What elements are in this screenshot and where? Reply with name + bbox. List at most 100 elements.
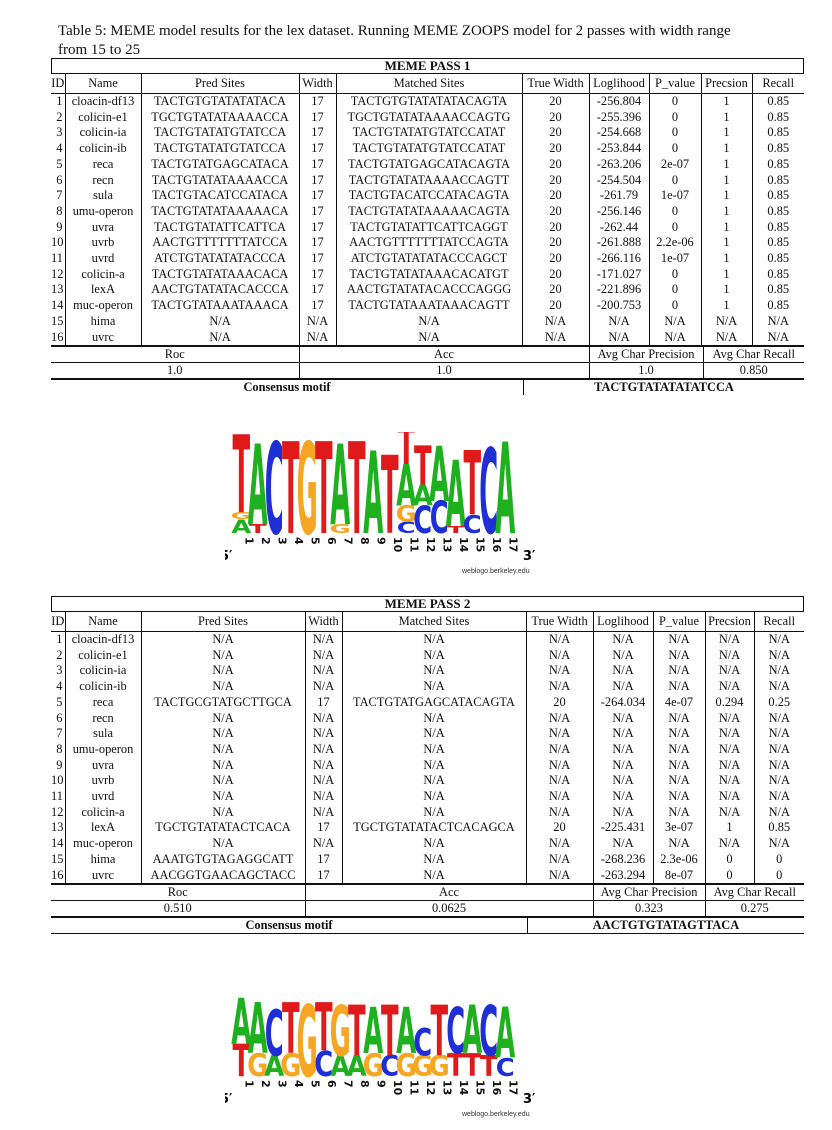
cell-width: 17: [298, 235, 336, 252]
table-row: 1 cloacin-df13 N/A N/A N/A N/A N/A N/A N/A N/A: [51, 631, 804, 648]
cell-recall: 0.85: [751, 188, 804, 204]
cell-true-width: 20: [521, 141, 589, 157]
cell-p-value: N/A: [652, 773, 705, 790]
column-header-p-value: P_value: [652, 611, 705, 632]
cell-width: 17: [298, 219, 336, 236]
cell-id: 8: [56, 741, 63, 756]
cell-pred-sites: TACTGTATATGTATCCA: [140, 141, 299, 157]
logo-letter-A: A: [413, 480, 433, 512]
cell-loglihood: -200.753: [588, 298, 649, 314]
cell-name: reca: [64, 156, 141, 173]
column-header-pred-sites: Pred Sites: [140, 611, 305, 632]
cell-name: colicin-ib: [64, 679, 141, 695]
cell-p-value: 2.3e-06: [652, 851, 705, 868]
cell-precision: 0.294: [704, 694, 754, 711]
cell-width: N/A: [304, 663, 342, 680]
cell-id: 10: [51, 773, 64, 788]
cell-recall: N/A: [753, 773, 804, 790]
cell-true-width: 20: [521, 188, 589, 204]
logo-three-prime: 3′: [523, 549, 536, 564]
logo-letter-T: T: [430, 992, 448, 1073]
cell-id: 13: [51, 282, 64, 297]
cell-id: 12: [51, 266, 64, 281]
cell-p-value: 3e-07: [652, 820, 705, 837]
cell-true-width: N/A: [525, 679, 593, 695]
cell-name: lexA: [64, 820, 141, 837]
logo-position-label: 11: [407, 1080, 420, 1095]
column-header-loglihood: Loglihood: [588, 73, 649, 94]
logo-letter-T: T: [348, 432, 366, 563]
cell-name: uvrd: [64, 789, 141, 805]
cell-p-value: N/A: [652, 679, 705, 695]
cell-p-value: N/A: [652, 836, 705, 852]
table-row: 8 umu-operon N/A N/A N/A N/A N/A N/A N/A N/A: [51, 741, 804, 758]
table-row: 3 colicin-ia N/A N/A N/A N/A N/A N/A N/A N/A: [51, 663, 804, 680]
logo-letter-T: T: [232, 1034, 250, 1087]
cell-loglihood: -263.294: [592, 867, 653, 885]
cell-loglihood: N/A: [592, 726, 653, 742]
cell-width: 17: [298, 251, 336, 267]
cell-name: uvrd: [64, 251, 141, 267]
cell-p-value: N/A: [652, 710, 705, 727]
table-row: 10 uvrb N/A N/A N/A N/A N/A N/A N/A N/A: [51, 773, 804, 790]
pass1-consensus-motif: TACTGTATATATATCCA: [594, 380, 734, 395]
cell-width: 17: [298, 125, 336, 142]
cell-precision: N/A: [704, 741, 754, 758]
logo-letter-A: A: [231, 986, 251, 1059]
summary-value: 1.0: [298, 362, 590, 380]
logo-position-label: 9: [374, 1080, 387, 1088]
table-row: 13 lexA TGCTGTATATACTCACA 17 TGCTGTATATACTCA…: [51, 820, 804, 837]
cell-id: 4: [56, 141, 63, 156]
table-row: 7 sula TACTGTACATCCATACA 17 TACTGTACATCCATAC…: [51, 188, 804, 204]
cell-precision: 0: [704, 867, 754, 885]
logo-letter-G: G: [330, 521, 351, 536]
cell-recall: N/A: [753, 726, 804, 742]
cell-recall: N/A: [753, 757, 804, 774]
cell-id: 16: [51, 329, 65, 347]
logo-letter-C: C: [265, 998, 284, 1071]
table-row: 14 muc-operon N/A N/A N/A N/A N/A N/A N/A N/A: [51, 836, 804, 852]
cell-precision: 1: [704, 820, 754, 837]
cell-matched-sites: ATCTGTATATATACCCAGCT: [335, 251, 522, 267]
summary-header: Roc: [51, 884, 306, 902]
cell-precision: N/A: [704, 726, 754, 742]
cell-id: 3: [56, 125, 63, 140]
logo-letter-T: T: [315, 989, 333, 1067]
pass1-summary-values: 1.0 1.0 1.0 0.850: [51, 362, 804, 380]
summary-value: 1.0: [51, 362, 300, 380]
cell-precision: 1: [700, 141, 752, 157]
logo-position-label: 10: [391, 1080, 404, 1096]
cell-id: 5: [56, 694, 63, 709]
cell-width: 17: [298, 282, 336, 299]
cell-p-value: 8e-07: [652, 867, 705, 885]
cell-p-value: 2.2e-06: [648, 235, 701, 252]
column-header-recall: Recall: [753, 611, 804, 632]
logo-letter-C: C: [413, 498, 432, 542]
logo-letter-T: T: [282, 989, 300, 1070]
cell-name: colicin-e1: [64, 109, 141, 126]
cell-true-width: 20: [521, 156, 589, 173]
table-row: 11 uvrd N/A N/A N/A N/A N/A N/A N/A N/A: [51, 789, 804, 805]
table-caption: Table 5: MEME model results for the lex …: [58, 23, 731, 58]
logo-letter-T: T: [447, 1046, 465, 1083]
column-header-true-width: True Width: [525, 611, 593, 632]
cell-loglihood: N/A: [592, 663, 653, 680]
logo-credit: weblogo.berkeley.edu: [461, 1111, 530, 1118]
cell-loglihood: N/A: [588, 329, 649, 347]
pass2-header-row: ID Name Pred Sites Width Matched Sites True W…: [51, 611, 804, 632]
cell-loglihood: -262.44: [588, 219, 649, 236]
cell-recall: 0.85: [751, 125, 804, 142]
cell-true-width: N/A: [525, 789, 593, 805]
logo-letter-T: T: [381, 992, 399, 1073]
column-header-matched-sites: Matched Sites: [335, 73, 522, 94]
logo-position-label: 4: [292, 1080, 305, 1088]
pass2-summary: Roc Acc Avg Char Precision Avg Char Recall …: [51, 884, 804, 918]
cell-id: 11: [51, 251, 63, 266]
logo-letter-C: C: [413, 1020, 432, 1064]
cell-recall: 0.85: [751, 235, 804, 252]
pass2-summary-header: Roc Acc Avg Char Precision Avg Char Recall: [51, 884, 804, 902]
cell-recall: 0.85: [751, 109, 804, 126]
logo-position-label: 14: [457, 1080, 470, 1096]
cell-loglihood: -261.888: [588, 235, 649, 252]
summary-value: 0.323: [592, 900, 706, 918]
